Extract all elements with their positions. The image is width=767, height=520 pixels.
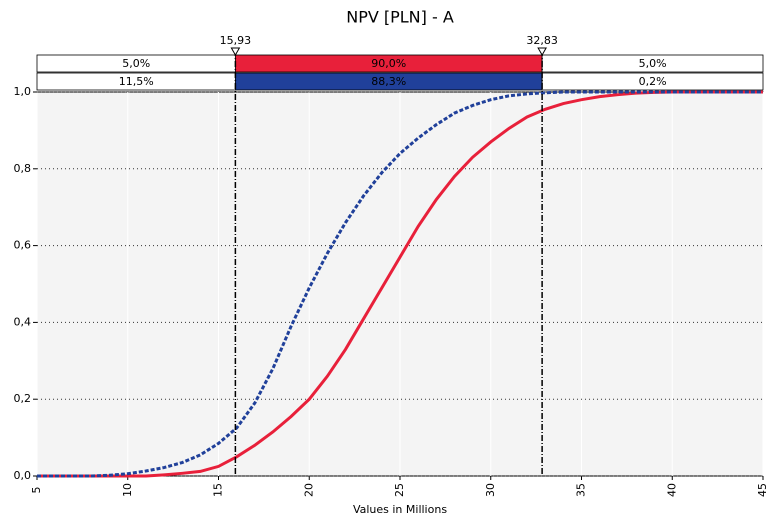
x-tick-label: 5	[30, 487, 43, 494]
x-tick-label: 45	[756, 483, 767, 497]
y-tick-label: 0,2	[14, 392, 32, 405]
x-axis-label: Values in Millions	[353, 503, 447, 516]
delimiter-marker	[230, 47, 241, 57]
x-tick-label: 15	[212, 483, 225, 497]
band-label: 11,5%	[119, 75, 154, 88]
y-tick-label: 0,0	[14, 469, 32, 482]
band-label: 5,0%	[639, 57, 667, 70]
delimiter-label: 32,83	[526, 34, 558, 47]
cdf-line	[37, 90, 763, 478]
band-cell	[541, 72, 764, 91]
x-tick-label: 20	[302, 483, 315, 497]
chart-title: NPV [PLN] - A	[346, 8, 454, 27]
band-label: 0,2%	[639, 75, 667, 88]
band-label: 88,3%	[371, 75, 406, 88]
x-tick-label: 25	[393, 483, 406, 497]
x-tick-label: 40	[665, 483, 678, 497]
y-tick-label: 0,4	[14, 315, 32, 328]
y-tick-label: 0,8	[14, 162, 32, 175]
y-tick-label: 1,0	[14, 85, 32, 98]
band-label: 5,0%	[122, 57, 150, 70]
x-tick-label: 30	[484, 483, 497, 497]
delimiter-marker	[537, 47, 547, 57]
cdf-line	[37, 90, 763, 478]
x-tick-label: 10	[121, 483, 134, 497]
delimiter-label: 15,93	[220, 34, 252, 47]
y-tick-label: 0,6	[14, 239, 32, 252]
band-label: 90,0%	[371, 57, 406, 70]
x-tick-label: 35	[575, 483, 588, 497]
